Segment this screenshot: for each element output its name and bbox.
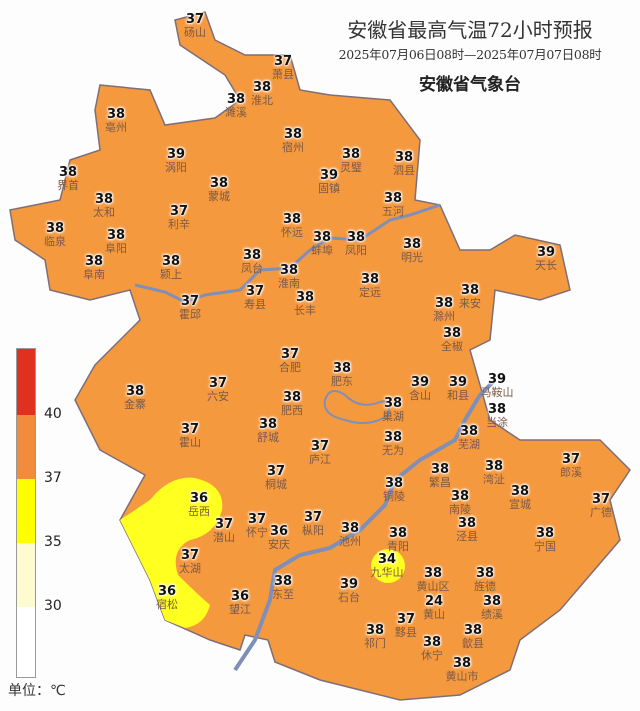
- legend-tick: 35: [44, 534, 62, 550]
- legend-band: [17, 543, 35, 607]
- yellow-zone-jiuhuashan: [371, 549, 405, 583]
- legend-unit: 单位：℃: [8, 683, 66, 699]
- legend-band: [17, 479, 35, 543]
- map-title: 安徽省最高气温72小时预报: [347, 18, 593, 42]
- chaohu-lake: [323, 390, 390, 425]
- legend-tick: 40: [44, 406, 62, 422]
- anhui-province-shape: [9, 11, 631, 701]
- legend-band: [17, 607, 35, 677]
- legend-band: [17, 415, 35, 479]
- yangtze-river: [233, 378, 497, 672]
- forecast-period: 2025年07月06日08时—2025年07月07日08时: [338, 47, 602, 62]
- huai-river: [134, 203, 441, 304]
- issuer: 安徽省气象台: [419, 75, 521, 95]
- legend-tick: 37: [44, 470, 62, 486]
- legend-band: [17, 349, 35, 415]
- legend-tick: 30: [44, 598, 62, 614]
- yellow-zone-yuexi-susong: [120, 477, 223, 628]
- color-legend: [16, 348, 36, 678]
